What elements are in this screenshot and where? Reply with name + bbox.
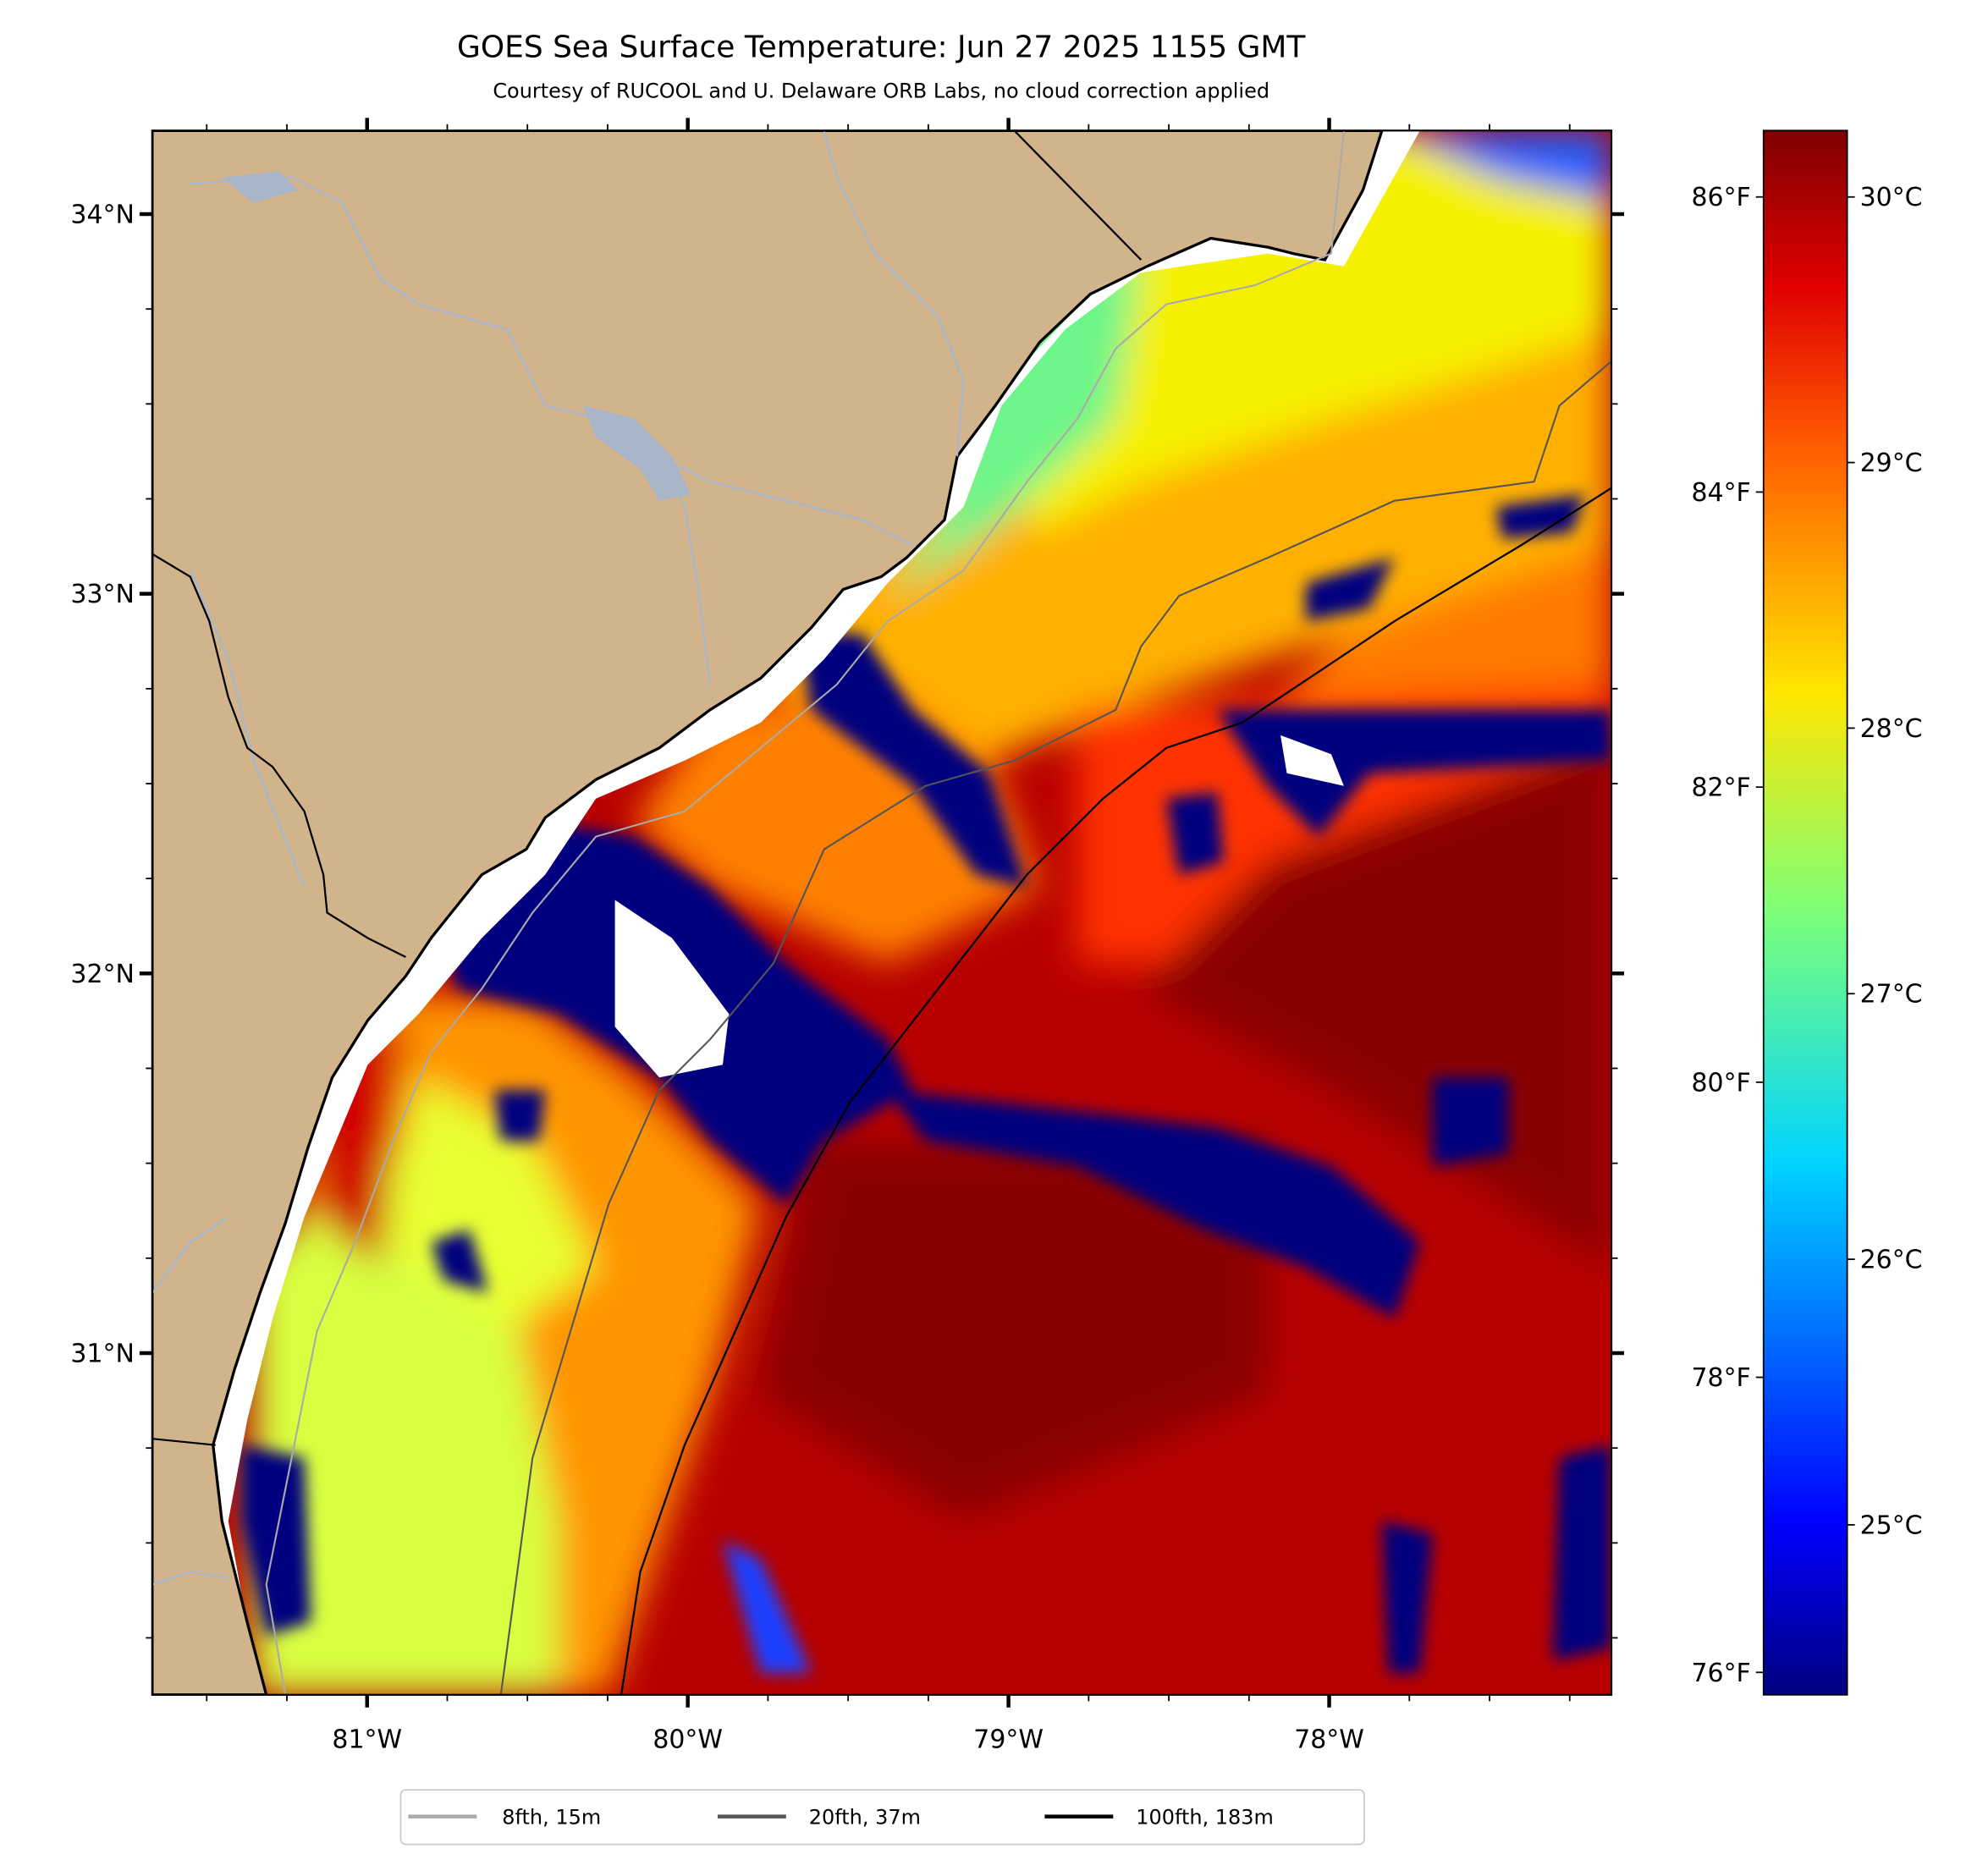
- map-area: [151, 130, 1612, 1695]
- map-axes: 81°W 80°W 79°W 78°W 34°N 33°N 32°N 31°N: [70, 118, 1624, 1755]
- x-tick-label: 81°W: [332, 1725, 402, 1755]
- isobath-100fth: [620, 487, 1612, 1695]
- reservoir: [583, 405, 691, 501]
- colorbar-label-f: 76°F: [1691, 1659, 1750, 1688]
- reservoir: [222, 171, 299, 203]
- colorbar-label-f: 78°F: [1691, 1363, 1750, 1393]
- colorbar-label-f: 86°F: [1691, 183, 1750, 212]
- legend-label-20fth: 20fth, 37m: [809, 1806, 921, 1830]
- chart-title: GOES Sea Surface Temperature: Jun 27 202…: [457, 30, 1306, 64]
- state-borders: [151, 130, 1143, 1446]
- legend-box: [399, 1789, 1365, 1846]
- legend-label-100fth: 100fth, 183m: [1136, 1806, 1274, 1830]
- no-data-area: [1280, 735, 1344, 786]
- y-tick-label: 34°N: [70, 200, 134, 229]
- colorbar: [1762, 129, 1848, 1696]
- rivers: [151, 130, 965, 1586]
- colorbar-label-f: 84°F: [1691, 478, 1750, 508]
- colorbar-label-c: 29°C: [1860, 448, 1923, 478]
- y-tick-label: 31°N: [70, 1339, 134, 1368]
- legend: 8fth, 15m 20fth, 37m 100fth, 183m: [399, 1789, 1365, 1846]
- y-tick-label: 32°N: [70, 960, 134, 989]
- map-frame: [151, 129, 1613, 1696]
- colorbar-label-c: 27°C: [1860, 980, 1923, 1010]
- isobath-20fth: [499, 360, 1612, 1695]
- colorbar-label-c: 30°C: [1860, 183, 1923, 212]
- isobath-8fth: [265, 130, 1345, 1695]
- colorbar-label-c: 26°C: [1860, 1246, 1923, 1275]
- colorbar-label-f: 80°F: [1691, 1068, 1750, 1098]
- x-tick-label: 80°W: [653, 1725, 723, 1755]
- y-tick-label: 33°N: [70, 580, 134, 609]
- colorbar-label-c: 28°C: [1860, 714, 1923, 744]
- colorbar-axes: 30°C 29°C 28°C 27°C 26°C 25°C 86°F 84°F 82°F 80°F…: [1691, 183, 1922, 1688]
- legend-label-8fth: 8fth, 15m: [502, 1806, 601, 1830]
- colorbar-label-f: 82°F: [1691, 773, 1750, 803]
- no-data-area: [614, 900, 730, 1078]
- land: [151, 130, 1384, 1695]
- chart-subtitle: Courtesy of RUCOOL and U. Delaware ORB L…: [493, 79, 1269, 102]
- x-tick-label: 78°W: [1294, 1725, 1364, 1755]
- colorbar-label-c: 25°C: [1860, 1511, 1923, 1540]
- x-tick-label: 79°W: [973, 1725, 1044, 1755]
